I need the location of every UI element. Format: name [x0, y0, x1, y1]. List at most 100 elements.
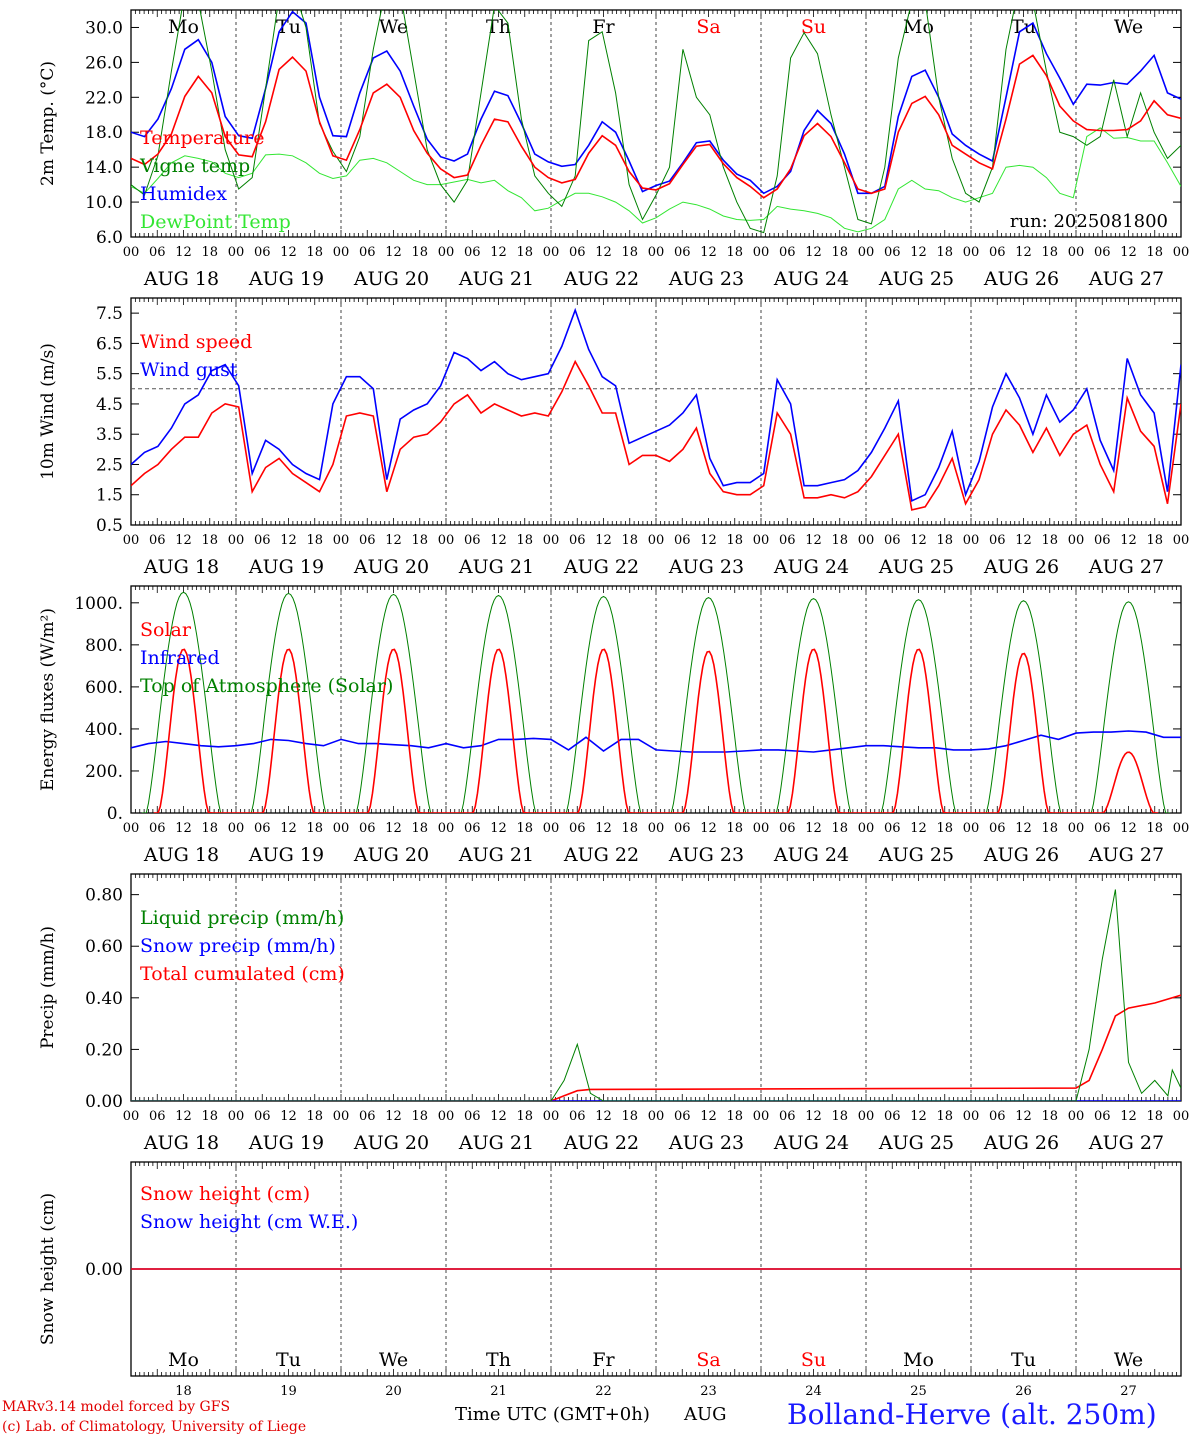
x-hour-label: 06	[464, 821, 481, 836]
legend-entry: DewPoint Temp	[140, 211, 291, 233]
x-hour-label: 12	[1120, 245, 1137, 260]
y-axis-label: Snow height (cm)	[38, 1193, 58, 1345]
x-hour-label: 12	[700, 821, 717, 836]
x-hour-label: 06	[674, 245, 691, 260]
x-day-label: AUG 27	[1088, 556, 1164, 578]
weekday-label: We	[379, 1349, 408, 1371]
x-hour-label: 12	[805, 533, 822, 548]
x-hour-label: 18	[201, 1109, 218, 1124]
x-day-label: AUG 18	[143, 844, 219, 866]
run-annotation: run: 2025081800	[1010, 211, 1168, 232]
x-hour-label: 18	[306, 1109, 323, 1124]
x-hour-label: 18	[831, 1109, 848, 1124]
x-hour-label: 18	[621, 245, 638, 260]
x-day-label: AUG 26	[983, 556, 1059, 578]
x-hour-label: 12	[595, 533, 612, 548]
x-hour-label: 18	[1041, 1109, 1058, 1124]
weekday-label: Tu	[276, 16, 301, 38]
y-axis-label: Energy fluxes (W/m²)	[38, 608, 58, 791]
x-day-label: AUG 19	[248, 556, 324, 578]
x-hour-label: 06	[779, 1109, 796, 1124]
x-hour-label: 12	[385, 533, 402, 548]
x-hour-label: 06	[149, 821, 166, 836]
x-day-label: AUG 20	[353, 1132, 429, 1154]
x-hour-label: 00	[1068, 533, 1085, 548]
x-hour-label: 00	[1173, 533, 1190, 548]
weekday-label: Sa	[696, 16, 720, 38]
x-hour-label: 18	[1146, 821, 1163, 836]
x-day-label: AUG 23	[668, 556, 744, 578]
x-day-label: AUG 26	[983, 844, 1059, 866]
x-hour-label: 00	[753, 1109, 770, 1124]
y-tick-label: 0.00	[85, 1260, 123, 1280]
y-tick-label: 10.0	[85, 193, 123, 213]
x-day-label: AUG 21	[458, 1132, 534, 1154]
x-day-label: AUG 18	[143, 268, 219, 290]
x-hour-label: 00	[858, 245, 875, 260]
series-line	[153, 648, 1159, 813]
series-line	[131, 54, 1181, 199]
x-day-label: AUG 25	[878, 268, 954, 290]
location-title: Bolland-Herve (alt. 250m)	[787, 1398, 1157, 1431]
x-hour-label: 12	[805, 1109, 822, 1124]
x-hour-label: 06	[149, 533, 166, 548]
weekday-label: We	[1114, 16, 1143, 38]
x-hour-label: 06	[884, 533, 901, 548]
x-hour-label: 06	[674, 821, 691, 836]
x-hour-label: 06	[1094, 245, 1111, 260]
x-hour-label: 00	[333, 1109, 350, 1124]
x-hour-label: 00	[123, 821, 140, 836]
x-hour-label: 00	[543, 821, 560, 836]
x-hour-label: 00	[543, 245, 560, 260]
x-hour-label: 00	[1068, 821, 1085, 836]
x-hour-label: 12	[1015, 1109, 1032, 1124]
x-hour-label: 06	[254, 245, 271, 260]
series-line	[141, 591, 1171, 813]
y-tick-label: 30.0	[85, 18, 123, 38]
x-hour-label: 00	[228, 821, 245, 836]
x-hour-label: 12	[1120, 1109, 1137, 1124]
x-hour-label: 06	[989, 533, 1006, 548]
y-tick-label: 0.00	[85, 1092, 123, 1112]
x-day-label: AUG 22	[563, 556, 639, 578]
x-hour-label: 18	[306, 821, 323, 836]
x-hour-label: 00	[963, 821, 980, 836]
x-hour-label: 18	[306, 245, 323, 260]
x-hour-label: 06	[674, 533, 691, 548]
y-tick-label: 800.	[85, 636, 123, 656]
x-hour-label: 06	[884, 821, 901, 836]
legend-entry: Vigne temp	[139, 155, 250, 177]
x-hour-label: 18	[936, 1109, 953, 1124]
x-day-label: AUG 27	[1088, 844, 1164, 866]
x-hour-label: 06	[569, 245, 586, 260]
x-day-label: AUG 24	[773, 844, 849, 866]
x-hour-label: 00	[858, 1109, 875, 1124]
x-hour-label: 00	[648, 533, 665, 548]
x-hour-label: 06	[464, 533, 481, 548]
x-hour-label: 12	[805, 821, 822, 836]
weekday-label: Mo	[903, 16, 934, 38]
x-hour-label: 00	[858, 533, 875, 548]
y-tick-label: 7.5	[96, 304, 123, 324]
x-hour-label: 18	[936, 245, 953, 260]
model-credit: MARv3.14 model forced by GFS	[2, 1399, 231, 1415]
x-hour-label: 18	[621, 1109, 638, 1124]
x-hour-label: 18	[516, 533, 533, 548]
x-hour-label: 18	[1146, 1109, 1163, 1124]
x-hour-label: 00	[123, 533, 140, 548]
x-hour-label: 00	[543, 1109, 560, 1124]
x-hour-label: 00	[333, 533, 350, 548]
x-hour-label: 06	[569, 1109, 586, 1124]
x-hour-label: 00	[123, 245, 140, 260]
panel-1: 6.0 10.0 14.0 18.0 22.0 26.0 30.0 2m Temp. (°C)…	[38, 9, 1189, 290]
x-hour-label: 12	[910, 533, 927, 548]
x-hour-label: 00	[333, 245, 350, 260]
y-tick-label: 22.0	[85, 88, 123, 108]
x-hour-label: 18	[726, 245, 743, 260]
x-hour-label: 00	[648, 1109, 665, 1124]
date-number: 21	[490, 1384, 507, 1399]
x-hour-label: 00	[438, 245, 455, 260]
y-tick-label: 14.0	[85, 158, 123, 178]
x-hour-label: 12	[175, 1109, 192, 1124]
